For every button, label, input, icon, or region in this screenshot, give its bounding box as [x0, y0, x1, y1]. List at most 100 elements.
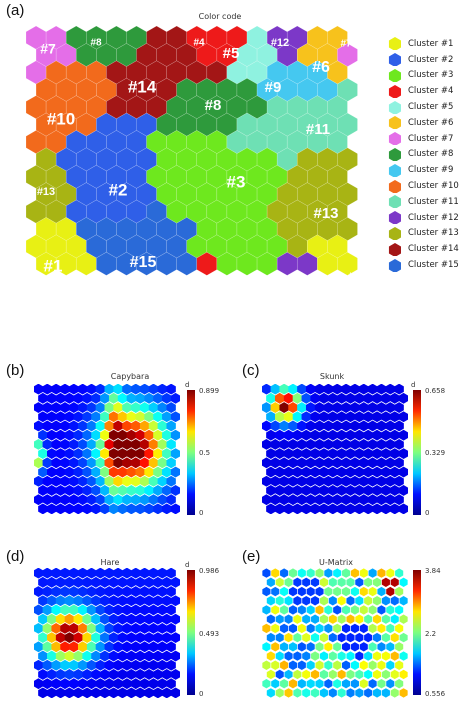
heat-cell [126, 448, 137, 460]
heat-cell [297, 623, 306, 634]
legend-label: Cluster #12 [408, 212, 459, 223]
heat-cell [113, 641, 123, 653]
heat-cell [359, 494, 369, 506]
heat-cell [60, 420, 70, 432]
heat-cell [305, 420, 316, 432]
legend-label: Cluster #2 [408, 54, 454, 65]
cluster-label: #8 [90, 38, 102, 49]
heat-cell [275, 485, 285, 496]
heat-cell [288, 402, 298, 413]
heat-cell [381, 688, 390, 698]
heat-cell [135, 503, 145, 514]
heat-cell [162, 392, 172, 404]
heat-cell [73, 669, 83, 680]
heat-cell [77, 384, 88, 395]
heat-cell [60, 494, 70, 506]
heat-cell [69, 384, 79, 395]
heat-cell [305, 457, 316, 469]
heat-cell [117, 687, 128, 698]
heat-cell [117, 429, 128, 441]
heat-cell [91, 466, 101, 478]
heat-cell [34, 622, 44, 634]
heat-cell [377, 660, 386, 670]
heat-cell [47, 650, 57, 662]
heat-cell [359, 438, 369, 450]
panel-a-title: Color code [198, 12, 242, 21]
heat-cell [262, 438, 272, 450]
cluster-label: #7 [348, 317, 360, 329]
heat-cell [95, 622, 106, 634]
heat-cell [139, 568, 150, 579]
heat-cell [47, 576, 57, 588]
heat-cell [301, 503, 311, 514]
heat-cell [148, 438, 159, 450]
heat-cell [126, 687, 137, 698]
heat-cell [359, 420, 369, 432]
heat-cell [288, 678, 298, 689]
heat-cell [337, 632, 346, 643]
heat-cell [157, 438, 167, 450]
heat-cell [385, 494, 395, 506]
heat-cell [122, 420, 132, 432]
heat-cell [64, 669, 75, 680]
heat-cell [376, 494, 387, 506]
heat-cell [64, 503, 75, 514]
heat-cell [297, 384, 307, 395]
heat-cell [100, 613, 110, 625]
heat-cell [315, 568, 324, 578]
legend-label: Cluster #6 [408, 117, 454, 128]
heat-cell [341, 568, 351, 578]
heat-cell [350, 605, 359, 615]
heat-cell [328, 466, 338, 478]
heat-cell [386, 678, 395, 689]
heat-cell [38, 613, 48, 625]
heat-cell [390, 503, 400, 514]
heat-cell [319, 429, 329, 441]
heat-cell [297, 568, 306, 578]
cluster-label: #13 [37, 186, 55, 198]
heat-cell [262, 420, 272, 432]
heat-cell [354, 466, 365, 478]
heat-cell [148, 475, 159, 487]
heat-cell [77, 586, 88, 597]
heat-cell [305, 402, 316, 413]
panel-d-title: Hare [100, 558, 120, 567]
legend-label: Cluster #1 [408, 38, 454, 49]
heat-cell [170, 485, 180, 496]
heat-cell [271, 568, 280, 578]
heat-cell [333, 568, 342, 578]
heat-cell [346, 669, 355, 680]
heat-cell [350, 402, 360, 413]
heat-cell [139, 586, 150, 597]
heat-cell [69, 659, 79, 671]
heat-cell [34, 457, 44, 469]
heat-cell [367, 402, 378, 413]
heat-cell [315, 586, 324, 597]
heat-cell [399, 632, 408, 643]
legend-item: Cluster #4 [388, 83, 470, 99]
heat-cell [82, 448, 92, 460]
heat-cell [51, 604, 61, 616]
heat-cell [381, 448, 391, 460]
legend-label: Cluster #3 [408, 70, 454, 81]
heat-cell [372, 392, 382, 404]
legend-item: Cluster #9 [388, 162, 470, 178]
heat-cell [319, 503, 329, 514]
heat-cell [350, 384, 360, 395]
heat-cell [113, 420, 123, 432]
heat-cell [64, 448, 75, 460]
heat-cell [381, 485, 391, 496]
heat-cell [135, 466, 145, 478]
heat-cell [399, 651, 408, 661]
heat-cell [355, 632, 364, 643]
heat-cell [364, 669, 373, 680]
heat-cell [34, 586, 44, 597]
heat-cell [385, 457, 395, 469]
heat-cell [283, 485, 294, 496]
heat-cell [82, 503, 92, 514]
heat-cell [355, 596, 364, 606]
cluster-label: #3 [227, 172, 246, 191]
heat-cell [324, 678, 333, 689]
heat-cell [100, 687, 110, 698]
heat-cell [293, 669, 302, 680]
